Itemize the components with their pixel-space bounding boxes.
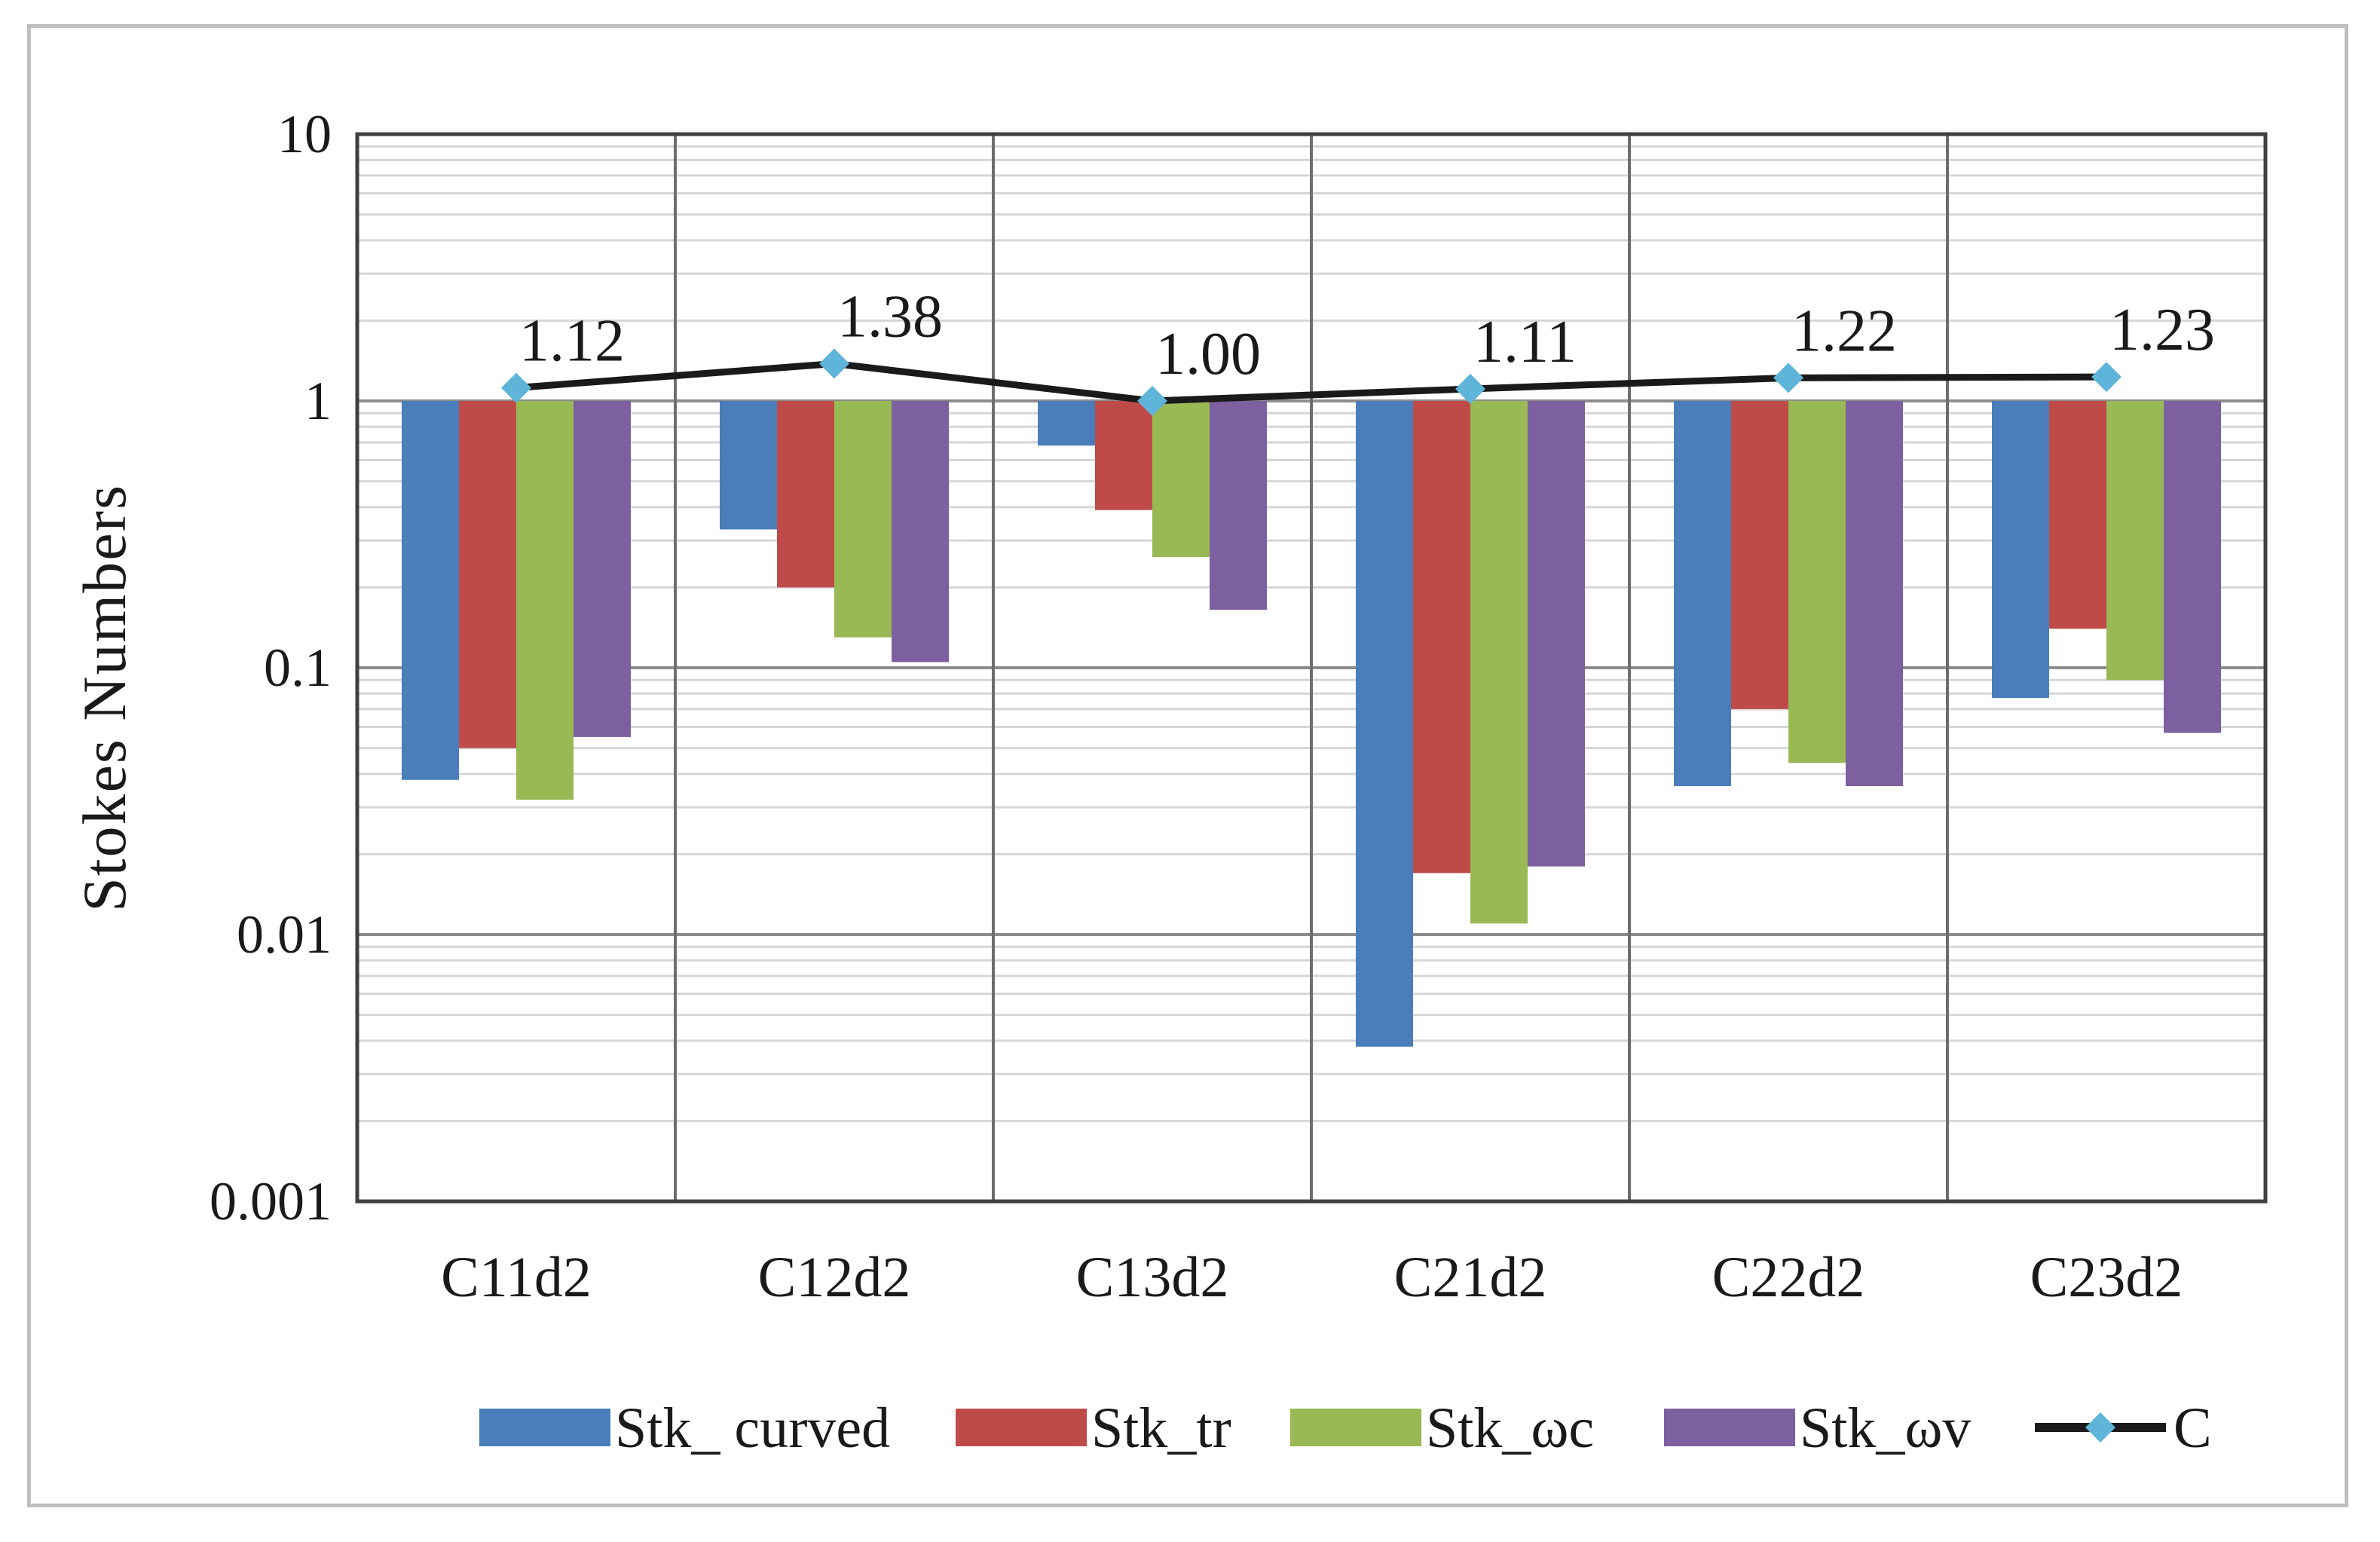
bar-c22d2-series-3: [1788, 401, 1846, 763]
legend-label-series-3: Stk_ωc: [1426, 1397, 1594, 1460]
c-marker-c21d2: [1455, 373, 1485, 404]
legend-swatch-series-2: [956, 1409, 1087, 1446]
bar-c13d2-series-1: [1038, 401, 1095, 446]
c-line-path: [515, 359, 2107, 405]
bar-c21d2-series-1: [1356, 401, 1413, 1047]
bar-c21d2-series-3: [1470, 401, 1528, 924]
c-data-label-c12d2: 1.38: [837, 283, 943, 350]
c-data-label-c11d2: 1.12: [519, 308, 625, 375]
plot-area-border: [355, 132, 2268, 1204]
c-data-label-c21d2: 1.11: [1473, 309, 1577, 375]
c-marker-c11d2: [501, 372, 531, 403]
bar-c13d2-series-2: [1095, 401, 1152, 510]
c-marker-c22d2: [1773, 363, 1803, 393]
c-data-labels: 1.12 1.38 1.00 1.11 1.22 1.23: [519, 283, 2215, 387]
bars: [402, 401, 2221, 1047]
legend-swatch-series-3: [1290, 1409, 1421, 1446]
x-category-label: C22d2: [1712, 1246, 1865, 1309]
c-data-label-c22d2: 1.22: [1791, 298, 1897, 364]
y-tick-label: 0.001: [210, 1171, 332, 1231]
x-category-label: C23d2: [2030, 1246, 2183, 1309]
y-tick-label: 0.01: [237, 904, 332, 965]
c-marker-c13d2: [1137, 386, 1167, 416]
legend-label-series-1: Stk_ curved: [615, 1397, 890, 1460]
x-category-label: C21d2: [1394, 1246, 1547, 1309]
legend-label-series-4: Stk_ωv: [1800, 1397, 1971, 1460]
y-axis-title: Stokes Numbers: [70, 484, 139, 912]
x-category-label: C13d2: [1076, 1246, 1229, 1309]
bar-c11d2-series-1: [402, 401, 459, 780]
c-series-line: [501, 348, 2122, 416]
y-tick-label: 10: [277, 104, 332, 164]
legend-label-series-2: Stk_tr: [1091, 1397, 1231, 1460]
legend-swatch-series-4: [1664, 1409, 1795, 1446]
bar-c12d2-series-2: [777, 401, 834, 588]
y-tick-label: 1: [304, 371, 332, 431]
legend-label-c: C: [2174, 1397, 2212, 1460]
bar-c21d2-series-2: [1413, 401, 1470, 873]
c-marker-c12d2: [819, 348, 849, 379]
y-tick-labels: 10 1 0.1 0.01 0.001: [210, 104, 332, 1231]
bar-c22d2-series-1: [1674, 401, 1731, 787]
bar-c23d2-series-1: [1992, 401, 2049, 699]
bar-c23d2-series-3: [2106, 401, 2164, 681]
grid-lines: [357, 133, 2265, 1203]
bar-c11d2-series-3: [516, 401, 574, 800]
x-category-label: C11d2: [441, 1246, 592, 1309]
bar-c11d2-series-4: [574, 401, 631, 737]
x-category-label: C12d2: [758, 1246, 911, 1309]
bar-c12d2-series-1: [720, 401, 777, 530]
x-category-labels: C11d2 C12d2 C13d2 C21d2 C22d2 C23d2: [441, 1246, 2183, 1309]
y-tick-label: 0.1: [264, 638, 332, 698]
bar-c23d2-series-4: [2164, 401, 2221, 733]
bar-c12d2-series-4: [892, 401, 949, 662]
bar-c22d2-series-4: [1846, 401, 1903, 787]
bar-c11d2-series-2: [459, 401, 516, 748]
bar-c13d2-series-3: [1152, 401, 1210, 558]
bar-c22d2-series-2: [1731, 401, 1788, 709]
bar-c23d2-series-2: [2049, 401, 2106, 629]
c-data-label-c13d2: 1.00: [1155, 321, 1261, 387]
legend: Stk_ curved Stk_tr Stk_ωc Stk_ωv C: [479, 1397, 2212, 1460]
bar-c12d2-series-3: [834, 401, 892, 638]
c-marker-c23d2: [2091, 362, 2122, 393]
legend-swatch-series-1: [479, 1409, 610, 1446]
legend-marker-c: [2085, 1412, 2115, 1443]
bar-c21d2-series-4: [1528, 401, 1585, 867]
bar-c13d2-series-4: [1210, 401, 1267, 610]
c-data-label-c23d2: 1.23: [2109, 297, 2215, 363]
